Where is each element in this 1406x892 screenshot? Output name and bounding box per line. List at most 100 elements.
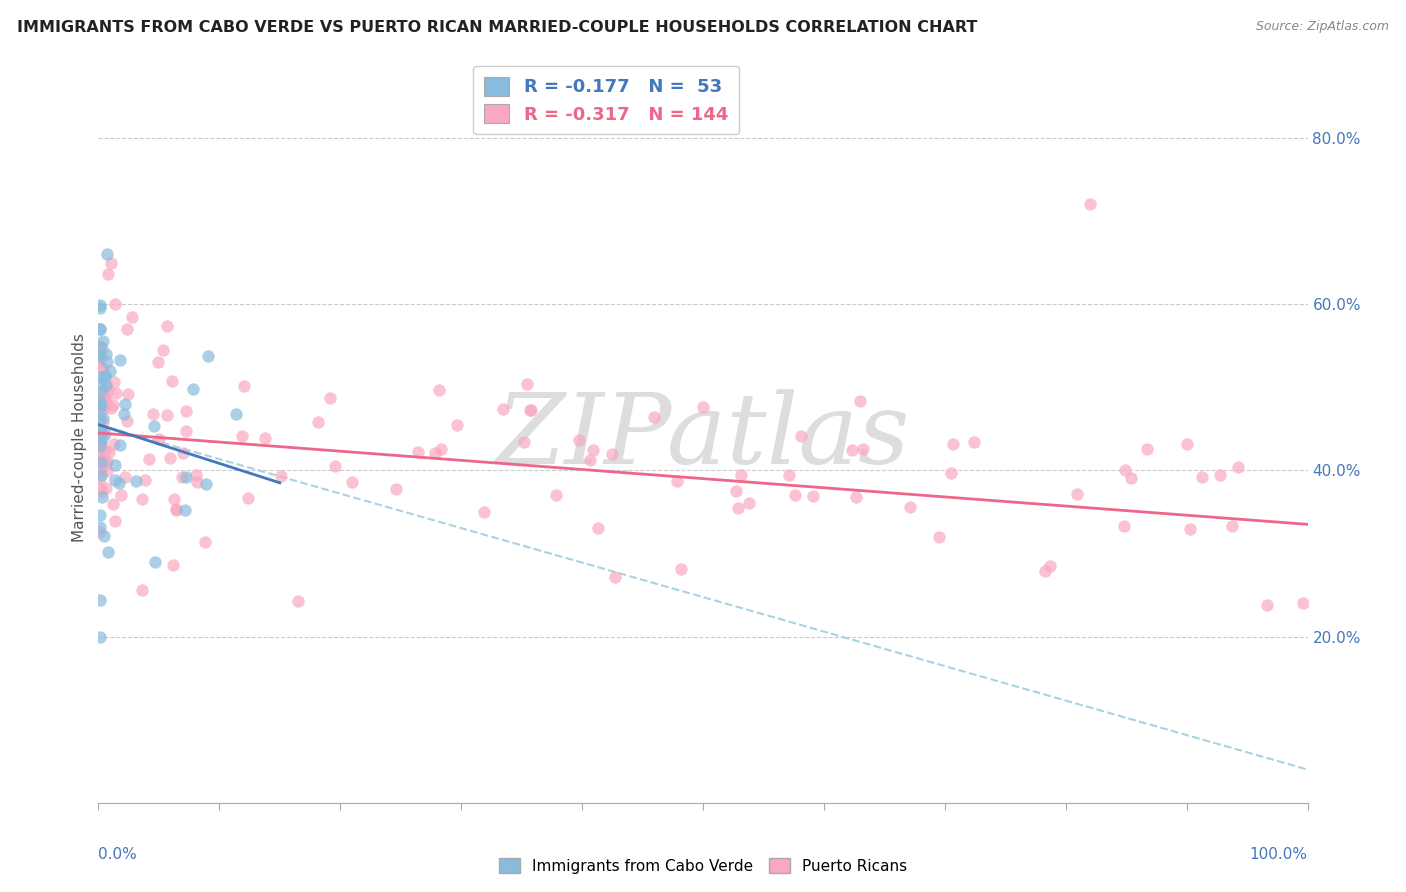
Point xyxy=(1038,559,1060,574)
Point xyxy=(93,391,115,405)
Point xyxy=(89,349,111,363)
Point xyxy=(446,417,468,432)
Point xyxy=(1209,468,1232,483)
Point xyxy=(162,558,184,573)
Point xyxy=(90,460,112,475)
Point xyxy=(91,425,114,439)
Point xyxy=(114,469,136,483)
Point xyxy=(195,476,218,491)
Point xyxy=(89,437,111,451)
Point xyxy=(89,388,111,402)
Point xyxy=(131,582,153,597)
Point xyxy=(845,490,868,504)
Point xyxy=(89,481,111,495)
Point xyxy=(163,492,186,507)
Point xyxy=(174,470,197,484)
Point xyxy=(427,383,450,397)
Point xyxy=(408,444,430,458)
Point xyxy=(172,445,194,459)
Point xyxy=(1175,437,1198,451)
Point xyxy=(91,416,114,430)
Point xyxy=(928,530,950,544)
Point xyxy=(852,442,875,457)
Point xyxy=(94,444,117,458)
Point xyxy=(143,556,166,570)
Point xyxy=(89,359,111,374)
Point xyxy=(89,508,111,523)
Point xyxy=(96,354,118,368)
Point xyxy=(159,450,181,465)
Point xyxy=(104,514,127,528)
Point xyxy=(91,334,114,348)
Point xyxy=(89,519,111,533)
Text: 100.0%: 100.0% xyxy=(1250,847,1308,862)
Point xyxy=(785,488,807,502)
Point xyxy=(942,437,965,451)
Text: ZIPatlas: ZIPatlas xyxy=(496,390,910,484)
Point xyxy=(472,505,495,519)
Point xyxy=(94,378,117,392)
Point xyxy=(115,414,138,428)
Point xyxy=(165,502,187,516)
Point xyxy=(152,343,174,357)
Point xyxy=(105,385,128,400)
Point xyxy=(142,407,165,421)
Point xyxy=(90,341,112,355)
Point xyxy=(104,473,127,487)
Point xyxy=(385,482,408,496)
Point xyxy=(603,570,626,584)
Point xyxy=(97,384,120,398)
Point xyxy=(96,454,118,468)
Point xyxy=(89,431,111,445)
Point xyxy=(1114,463,1136,477)
Point xyxy=(97,445,120,459)
Point xyxy=(148,432,170,446)
Point xyxy=(727,500,749,515)
Point xyxy=(232,378,254,392)
Point xyxy=(91,490,114,504)
Point xyxy=(96,347,118,361)
Point xyxy=(225,407,247,421)
Text: IMMIGRANTS FROM CABO VERDE VS PUERTO RICAN MARRIED-COUPLE HOUSEHOLDS CORRELATION: IMMIGRANTS FROM CABO VERDE VS PUERTO RIC… xyxy=(17,20,977,35)
Point xyxy=(131,491,153,506)
Point xyxy=(89,442,111,456)
Point xyxy=(1292,596,1315,610)
Point xyxy=(176,404,198,418)
Point xyxy=(89,354,111,368)
Point xyxy=(125,474,148,488)
Point xyxy=(89,321,111,335)
Point xyxy=(231,429,253,443)
Point xyxy=(91,484,114,499)
Point xyxy=(186,475,208,490)
Point xyxy=(939,467,962,481)
Point xyxy=(1227,459,1250,474)
Point xyxy=(963,434,986,449)
Point xyxy=(90,425,112,439)
Point xyxy=(94,369,117,384)
Point xyxy=(114,397,136,411)
Point xyxy=(108,475,131,490)
Point xyxy=(98,364,121,378)
Point xyxy=(89,439,111,453)
Point xyxy=(108,353,131,368)
Point xyxy=(340,475,363,490)
Point xyxy=(110,488,132,502)
Point xyxy=(197,349,219,363)
Text: Source: ZipAtlas.com: Source: ZipAtlas.com xyxy=(1256,20,1389,33)
Point xyxy=(156,408,179,422)
Point xyxy=(138,451,160,466)
Point xyxy=(1078,197,1101,211)
Point xyxy=(97,267,120,281)
Point xyxy=(89,414,111,428)
Point xyxy=(1136,442,1159,457)
Point xyxy=(89,321,111,335)
Point xyxy=(166,503,188,517)
Point xyxy=(236,491,259,505)
Point xyxy=(89,393,111,408)
Point xyxy=(89,394,111,409)
Point xyxy=(89,401,111,415)
Point xyxy=(91,451,114,466)
Point xyxy=(287,594,309,608)
Point xyxy=(270,468,292,483)
Point xyxy=(89,340,111,354)
